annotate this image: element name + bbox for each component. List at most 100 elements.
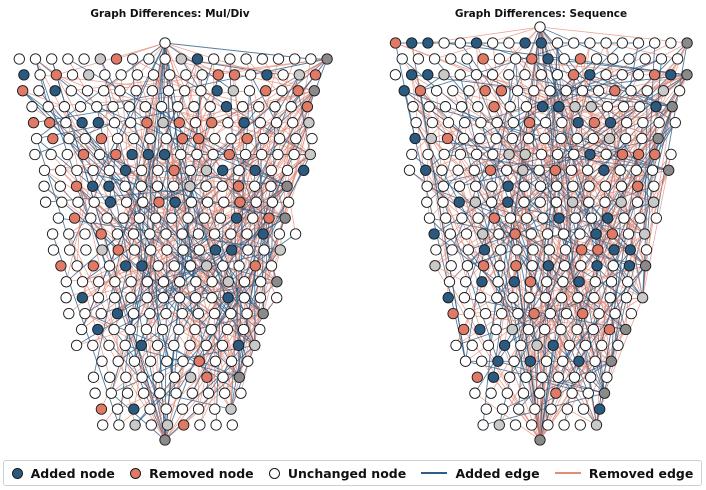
added-edge	[36, 138, 93, 187]
unchanged-node	[87, 371, 100, 383]
unchanged-node	[26, 101, 38, 113]
added-edge	[444, 153, 572, 171]
unchanged-node	[236, 101, 249, 113]
unchanged-node	[99, 69, 111, 81]
added-edge	[420, 42, 574, 92]
added-node	[230, 212, 243, 224]
unchanged-node	[93, 276, 105, 288]
unchanged-node	[62, 53, 74, 65]
added-node	[76, 117, 88, 129]
grey-node	[493, 419, 505, 431]
added-node	[624, 244, 636, 256]
unchanged-node	[164, 69, 176, 81]
unchanged-node	[65, 85, 77, 97]
unchanged-node	[542, 419, 554, 431]
unchanged-node	[470, 180, 482, 192]
unchanged-node	[403, 164, 416, 176]
grey-node	[425, 132, 437, 145]
unchanged-node	[596, 339, 608, 352]
unchanged-node	[152, 260, 164, 272]
unchanged-node	[96, 355, 108, 367]
unchanged-node	[485, 387, 497, 399]
unchanged-node	[527, 244, 539, 256]
diagram-area: Graph Differences: Mul/Div Graph Differe…	[13, 8, 693, 446]
legend-removed-node-label: Removed node	[149, 465, 254, 481]
removed-edge	[561, 122, 606, 203]
added-node	[519, 37, 531, 49]
unchanged-node	[621, 116, 633, 129]
unchanged-node	[601, 101, 614, 113]
grey-node	[83, 69, 95, 81]
unchanged-node	[265, 260, 278, 272]
removed-edge	[539, 154, 558, 394]
unchanged-node	[61, 148, 73, 161]
unchanged-node	[94, 148, 106, 161]
unchanged-node	[616, 69, 628, 81]
unchanged-node	[109, 276, 121, 288]
added-edge	[539, 297, 563, 441]
added-node	[487, 371, 500, 383]
graph-canvas	[13, 21, 693, 446]
unchanged-node	[97, 419, 109, 431]
removed-node	[389, 37, 402, 49]
darkgrey-node	[663, 164, 675, 176]
unchanged-node	[272, 148, 284, 161]
unchanged-node	[494, 260, 506, 272]
unchanged-node	[103, 339, 115, 352]
added-node	[553, 212, 565, 224]
unchanged-node	[456, 212, 468, 224]
unchanged-node	[646, 164, 659, 176]
removed-edge	[642, 154, 672, 298]
darkgrey-node	[605, 355, 617, 367]
unchanged-node	[558, 228, 570, 240]
added-node	[92, 323, 104, 336]
unchanged-node	[206, 292, 218, 304]
removed-node	[17, 85, 29, 97]
unchanged-node	[600, 148, 612, 161]
unchanged-node	[60, 276, 72, 288]
unchanged-node	[125, 276, 137, 288]
removed-node	[447, 307, 459, 320]
removed-node	[87, 260, 99, 272]
removed-node	[223, 148, 235, 161]
unchanged-node	[454, 148, 467, 161]
unchanged-node	[671, 53, 684, 65]
added-edge	[81, 90, 186, 330]
added-node	[409, 132, 421, 145]
unchanged-node	[233, 260, 245, 272]
added-node	[535, 37, 547, 49]
grey-node	[585, 101, 597, 113]
unchanged-node	[673, 85, 686, 97]
unchanged-node	[184, 339, 196, 352]
unchanged-node	[208, 53, 220, 65]
removed-edge	[117, 376, 191, 410]
removed-edge	[431, 122, 482, 139]
added-node	[498, 339, 511, 352]
node-layer	[13, 37, 333, 446]
unchanged-node	[79, 228, 91, 240]
unchanged-node	[487, 148, 499, 161]
removed-node	[458, 323, 470, 336]
unchanged-node	[159, 53, 171, 65]
unchanged-node	[438, 148, 450, 161]
unchanged-node	[601, 371, 613, 383]
unchanged-node	[144, 132, 156, 145]
darkgrey-node	[666, 101, 678, 113]
unchanged-node	[194, 419, 206, 431]
grey-node	[161, 419, 174, 431]
unchanged-node	[88, 196, 100, 208]
added-edge	[547, 58, 688, 76]
removed-node	[153, 196, 165, 208]
unchanged-node	[70, 339, 83, 352]
unchanged-node	[583, 196, 595, 208]
unchanged-node	[209, 355, 222, 367]
unchanged-node	[160, 132, 172, 145]
unchanged-node	[141, 276, 153, 288]
unchanged-node	[504, 101, 516, 113]
unchanged-node	[266, 196, 279, 208]
added-node	[119, 164, 132, 177]
unchanged-node	[544, 85, 556, 97]
unchanged-node	[470, 148, 483, 161]
added-edge	[549, 74, 688, 92]
added-edge	[180, 58, 211, 107]
